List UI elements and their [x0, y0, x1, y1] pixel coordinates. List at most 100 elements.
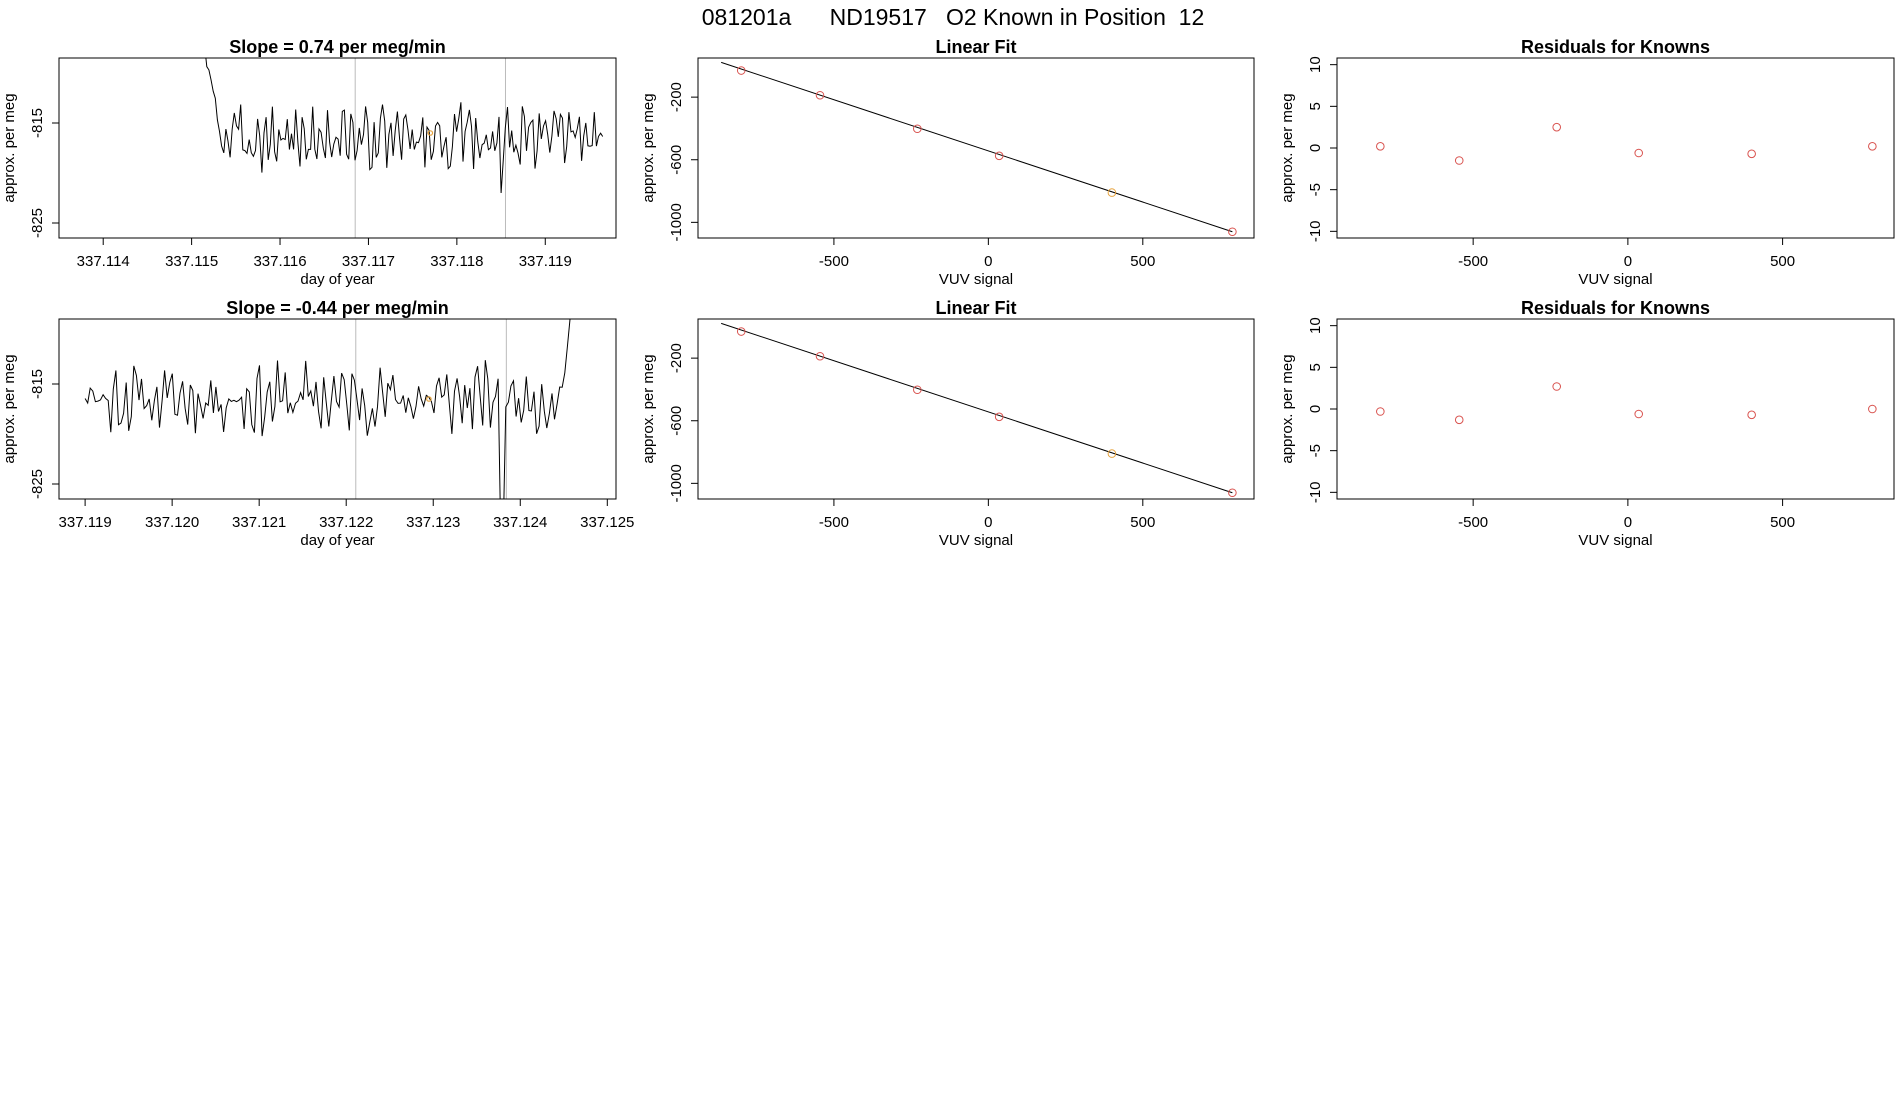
x-tick-label: 337.115 — [165, 253, 218, 270]
series-line — [84, 319, 571, 499]
fit-line — [721, 322, 1233, 494]
x-tick-label: 0 — [1624, 253, 1632, 270]
y-tick-label: -1000 — [668, 464, 685, 502]
y-tick-label: -200 — [668, 343, 685, 373]
y-tick-label: -10 — [1307, 481, 1324, 503]
y-axis-label: approx. per meg — [640, 354, 657, 463]
data-point — [994, 151, 1004, 161]
y-axis-label: approx. per meg — [640, 93, 657, 202]
page-title: 081201a ND19517 O2 Known in Position 12 — [702, 4, 1205, 30]
y-tick-label: 10 — [1307, 56, 1324, 73]
data-point — [1868, 404, 1877, 414]
x-tick-label: 337.116 — [253, 253, 306, 270]
plot-frame — [1336, 318, 1895, 500]
x-tick-label: -500 — [819, 253, 849, 270]
x-tick-label: 337.117 — [342, 253, 395, 270]
x-axis-label: day of year — [300, 532, 374, 549]
plot-frame — [697, 318, 1255, 500]
y-axis-label: approx. per meg — [1, 354, 18, 463]
chart-res-top: Residuals for Knowns -500 0 500 -10 -5 0 5 10 VUV… — [1279, 37, 1895, 288]
plot-frame — [58, 57, 617, 239]
data-point — [1454, 415, 1464, 425]
x-tick-label: 500 — [1130, 253, 1155, 270]
x-tick-label: 337.114 — [77, 253, 130, 270]
y-tick-label: -10 — [1307, 220, 1324, 242]
highlight-point — [427, 130, 434, 136]
chart-ts-top: Slope = 0.74 per meg/min 337.114 337.115 33… — [1, 37, 617, 288]
data-point — [736, 327, 746, 336]
y-tick-label: -600 — [668, 145, 685, 175]
x-tick-label: 337.125 — [580, 514, 634, 531]
data-point — [913, 385, 922, 395]
data-point — [1634, 409, 1644, 419]
x-tick-label: 337.118 — [430, 253, 483, 270]
y-tick-label: -600 — [668, 406, 685, 436]
x-tick-label: 337.119 — [519, 253, 572, 270]
data-point — [1228, 488, 1237, 498]
data-point — [736, 66, 746, 75]
x-axis-label: VUV signal — [1578, 532, 1652, 549]
y-tick-label: 5 — [1307, 363, 1324, 371]
data-point — [1107, 188, 1117, 197]
x-tick-label: -500 — [1458, 514, 1488, 531]
y-tick-label: -1000 — [668, 203, 685, 241]
x-tick-label: 337.121 — [232, 514, 286, 531]
data-point — [913, 124, 922, 134]
y-tick-label: 0 — [1307, 144, 1324, 152]
panels: Slope = 0.74 per meg/min 337.114 337.115 33… — [1, 37, 1895, 549]
x-tick-label: 500 — [1770, 514, 1795, 531]
x-tick-label: 337.119 — [59, 514, 112, 531]
y-tick-label: -815 — [29, 369, 46, 399]
data-point — [1747, 149, 1756, 159]
x-tick-label: -500 — [1458, 253, 1488, 270]
chart-ts-bottom: Slope = -0.44 per meg/min 337.119 337.120 3… — [1, 298, 634, 549]
data-point — [815, 351, 825, 361]
x-tick-label: 0 — [984, 514, 992, 531]
y-tick-label: 10 — [1307, 317, 1324, 334]
y-tick-label: -5 — [1307, 444, 1324, 457]
data-point — [1552, 122, 1562, 132]
data-point — [1868, 142, 1877, 151]
data-point — [1747, 410, 1756, 420]
chart-title: Slope = 0.74 per meg/min — [229, 37, 446, 57]
chart-res-bottom: Residuals for Knowns -500 0 500 -10 -5 0 5 10 VUV… — [1279, 298, 1895, 549]
x-axis-label: VUV signal — [939, 271, 1013, 288]
x-tick-label: 500 — [1130, 514, 1155, 531]
plot-area — [721, 61, 1237, 237]
plot-area — [1376, 382, 1877, 425]
data-point — [815, 90, 825, 100]
chart-title: Slope = -0.44 per meg/min — [226, 298, 449, 318]
highlight-point — [426, 396, 432, 402]
x-tick-label: 337.122 — [319, 514, 373, 531]
x-tick-label: 0 — [1624, 514, 1632, 531]
plot-area — [205, 58, 604, 238]
x-tick-label: 0 — [984, 253, 992, 270]
y-tick-label: 5 — [1307, 102, 1324, 110]
y-tick-label: -5 — [1307, 183, 1324, 196]
y-axis-label: approx. per meg — [1279, 93, 1296, 202]
x-tick-label: 500 — [1770, 253, 1795, 270]
x-tick-label: 337.120 — [145, 514, 199, 531]
y-axis-label: approx. per meg — [1, 93, 18, 202]
chart-title: Residuals for Knowns — [1521, 298, 1710, 318]
chart-fit-top: Linear Fit -500 0 500 -1000 -600 -200 VUV signa… — [640, 37, 1255, 288]
data-point — [1376, 142, 1385, 151]
y-tick-label: -815 — [29, 108, 46, 138]
chart-title: Residuals for Knowns — [1521, 37, 1710, 57]
y-tick-label: 0 — [1307, 405, 1324, 413]
chart-title: Linear Fit — [935, 37, 1016, 57]
chart-title: Linear Fit — [935, 298, 1016, 318]
series-line — [205, 58, 604, 194]
data-point — [1454, 156, 1464, 165]
chart-fit-bottom: Linear Fit -500 0 500 -1000 -600 -200 VUV signa… — [640, 298, 1255, 549]
x-axis-label: day of year — [300, 271, 374, 288]
plot-frame — [58, 318, 617, 500]
data-point — [1107, 449, 1117, 458]
data-point — [1228, 227, 1237, 237]
data-point — [1634, 148, 1644, 158]
plot-frame — [1336, 57, 1895, 239]
x-axis-label: VUV signal — [939, 532, 1013, 549]
y-tick-label: -825 — [29, 208, 46, 238]
y-tick-label: -200 — [668, 82, 685, 112]
plot-frame — [697, 57, 1255, 239]
